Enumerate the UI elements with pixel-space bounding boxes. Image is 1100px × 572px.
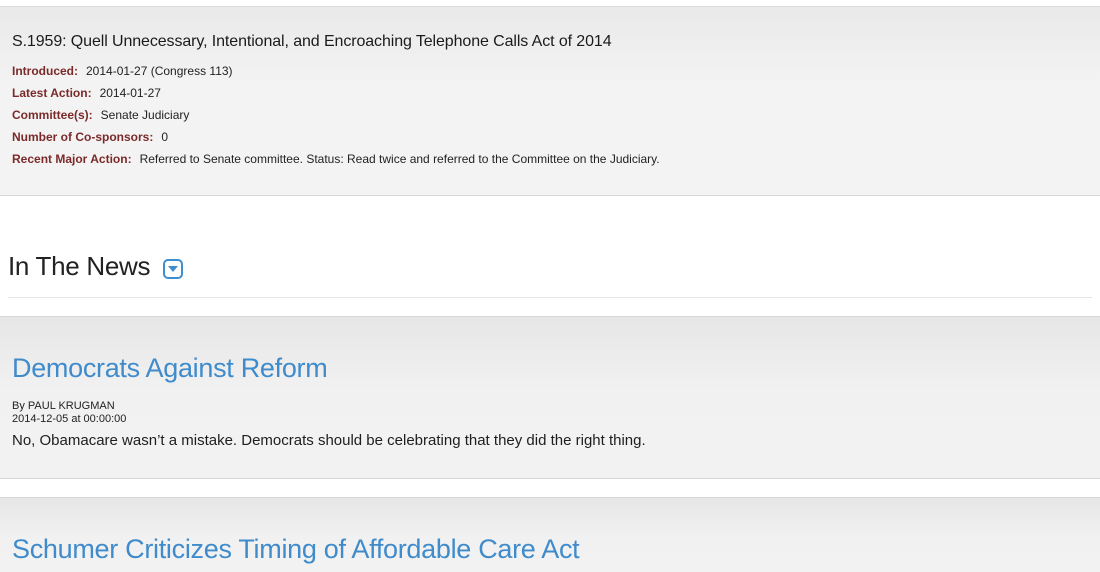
article-title-link[interactable]: Democrats Against Reform [12,353,328,383]
bill-field-recent-action: Recent Major Action: Referred to Senate c… [12,148,1088,170]
news-article: Democrats Against Reform By PAUL KRUGMAN… [0,316,1100,479]
news-article: Schumer Criticizes Timing of Affordable … [0,497,1100,572]
field-value: Referred to Senate committee. Status: Re… [139,152,660,166]
chevron-down-icon [168,265,179,272]
field-label: Recent Major Action: [12,152,132,166]
bill-field-cosponsors: Number of Co-sponsors: 0 [12,126,1088,148]
bill-title: S.1959: Quell Unnecessary, Intentional, … [12,33,612,50]
field-label: Introduced: [12,64,78,78]
article-date: 2014-12-05 at 00:00:00 [12,413,127,425]
bill-field-introduced: Introduced: 2014-01-27 (Congress 113) [12,60,1088,82]
bill-card: S.1959: Quell Unnecessary, Intentional, … [0,6,1100,196]
field-value: 2014-01-27 (Congress 113) [86,64,233,78]
news-heading: In The News [8,250,151,281]
article-author: By PAUL KRUGMAN [12,400,115,412]
divider [8,297,1092,298]
news-section-header: In The News [8,248,184,284]
article-byline: By PAUL KRUGMAN 2014-12-05 at 00:00:00 [12,400,1088,426]
field-value: Senate Judiciary [100,108,190,122]
article-summary: No, Obamacare wasn’t a mistake. Democrat… [12,432,646,449]
bill-field-latest-action: Latest Action: 2014-01-27 [12,82,1088,104]
collapse-toggle-button[interactable] [163,259,184,279]
field-label: Latest Action: [12,86,92,100]
field-value: 0 [161,130,169,144]
field-label: Number of Co-sponsors: [12,130,154,144]
bill-field-committees: Committee(s): Senate Judiciary [12,104,1088,126]
field-value: 2014-01-27 [99,86,161,100]
article-title-link[interactable]: Schumer Criticizes Timing of Affordable … [12,534,580,564]
field-label: Committee(s): [12,108,93,122]
